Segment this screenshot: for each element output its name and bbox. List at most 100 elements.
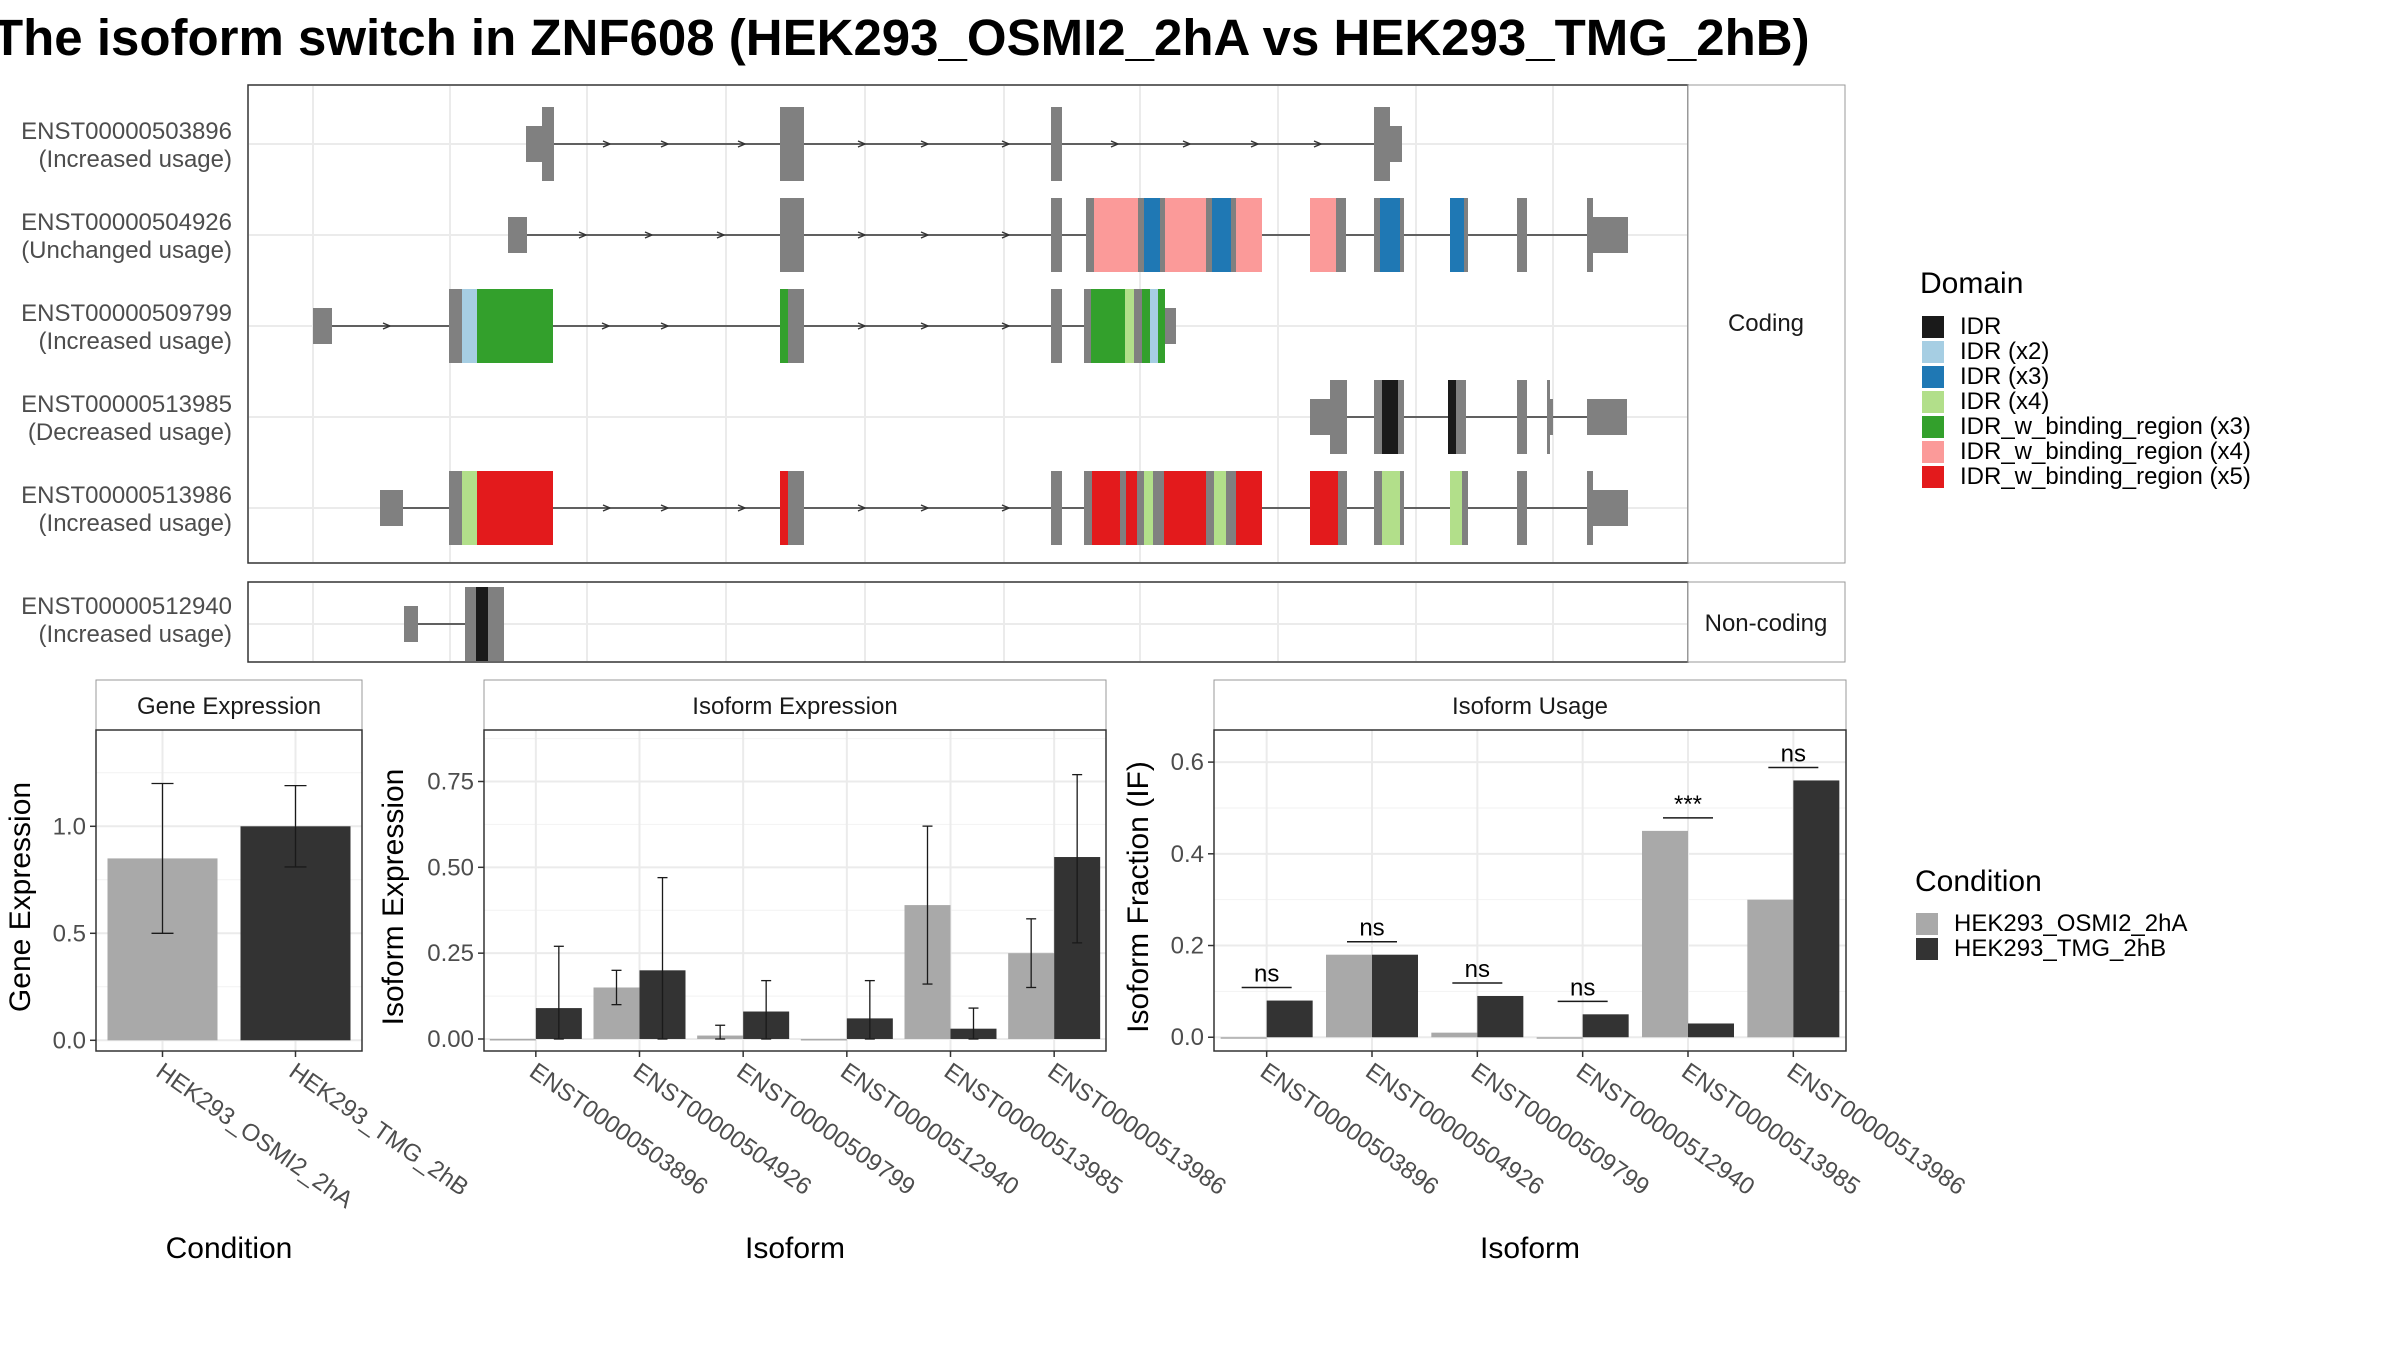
y-tick-label: 0.4: [1171, 841, 1204, 868]
domain-segment: [1214, 471, 1226, 545]
transcript-id-1: ENST00000503896: [21, 118, 232, 145]
domain-segment: [1382, 471, 1400, 545]
bar: [1582, 1014, 1629, 1038]
intron-direction-arrow: [660, 504, 670, 512]
coding-exon: [542, 107, 554, 181]
gene-expression-strip: [95, 679, 363, 731]
coding-exon: [1051, 107, 1062, 181]
x-tick-label: ENST00000513986: [1043, 1058, 1231, 1201]
intron-direction-arrow: [1182, 140, 1192, 148]
domain-segment: [1125, 289, 1134, 363]
y-tick-label: 0.75: [427, 768, 474, 795]
domain-segment: [477, 471, 493, 545]
domain-segment: [1310, 471, 1338, 545]
intron-direction-arrow: [1110, 140, 1120, 148]
domain-segment: [462, 471, 477, 545]
transcript-structure-panel: Coding Non-coding ENST00000503896 (Incre…: [21, 84, 1846, 663]
intron-direction-arrow: [1250, 140, 1260, 148]
transcript-labels: ENST00000503896 (Increased usage) ENST00…: [21, 118, 232, 648]
isoform-expression-strip: [483, 679, 1107, 731]
utr-exon: [1390, 126, 1402, 162]
significance-label: ns: [1465, 956, 1490, 983]
bar: [1477, 995, 1524, 1038]
x-tick-label: ENST00000512940: [1571, 1058, 1759, 1201]
isoform-usage-title: Isoform Usage: [1452, 693, 1608, 720]
utr-exon: [313, 308, 332, 344]
utr-exon: [380, 490, 403, 526]
bar: [1431, 1032, 1478, 1038]
domain-segment: [477, 289, 493, 363]
transcript-id-4: ENST00000513985: [21, 391, 232, 418]
domain-segment: [1382, 380, 1398, 454]
utr-exon: [1593, 490, 1628, 526]
domain-segment: [493, 471, 553, 545]
intron-direction-arrow: [716, 231, 726, 239]
significance-label: ns: [1254, 961, 1279, 988]
utr-exon: [1587, 399, 1627, 435]
coding-exon: [449, 471, 462, 545]
coding-exon: [1587, 471, 1593, 545]
coding-exon: [1587, 198, 1593, 272]
coding-exon: [1338, 471, 1347, 545]
transcript-note-6: (Increased usage): [39, 621, 232, 648]
coding-exon: [1160, 198, 1165, 272]
condition-legend-label: HEK293_TMG_2hB: [1954, 935, 2166, 962]
condition-legend-title: Condition: [1915, 865, 2042, 898]
domain-segment: [1150, 289, 1158, 363]
domain-legend-key: [1922, 316, 1944, 338]
intron-direction-arrow: [857, 322, 867, 330]
coding-exon: [1398, 380, 1404, 454]
domain-legend-key: [1922, 416, 1944, 438]
coding-exon: [1464, 198, 1468, 272]
plot-frame: [95, 729, 363, 1052]
domain-segment: [476, 587, 488, 661]
coding-exon: [788, 289, 804, 363]
coding-exon: [1206, 471, 1214, 545]
isoform-expression-title: Isoform Expression: [692, 693, 897, 720]
plot-frame: [483, 729, 1107, 1052]
intron-direction-arrow: [920, 322, 930, 330]
domain-legend-label: IDR (x4): [1960, 388, 2049, 415]
x-tick-label: ENST00000509799: [1466, 1058, 1654, 1201]
coding-exon: [1456, 380, 1466, 454]
intron-direction-arrow: [1001, 322, 1011, 330]
domain-segment: [1448, 380, 1456, 454]
intron-direction-arrow: [578, 231, 588, 239]
gene-expression-title: Gene Expression: [137, 693, 321, 720]
bar: [800, 1038, 847, 1041]
utr-exon: [404, 606, 418, 642]
significance-label: ns: [1781, 740, 1806, 767]
transcript-note-4: (Decreased usage): [28, 419, 232, 446]
condition-legend-key: [1916, 913, 1938, 935]
domain-legend-label: IDR (x2): [1960, 338, 2049, 365]
bar: [1747, 899, 1794, 1038]
intron-direction-arrow: [601, 322, 611, 330]
transcript-id-5: ENST00000513986: [21, 482, 232, 509]
coding-exon: [1153, 471, 1164, 545]
domain-legend-label: IDR_w_binding_region (x3): [1960, 413, 2251, 440]
coding-exon: [1517, 380, 1527, 454]
domain-legend-label: IDR_w_binding_region (x4): [1960, 438, 2251, 465]
x-tick-label: ENST00000504926: [1361, 1058, 1549, 1201]
coding-exon: [1400, 198, 1404, 272]
coding-exon: [1084, 471, 1092, 545]
figure-title: The isoform switch in ZNF608 (HEK293_OSM…: [0, 9, 1810, 66]
isoform-usage-strip: [1213, 679, 1847, 731]
y-tick-label: 0.0: [1171, 1024, 1204, 1051]
domain-segment: [1094, 198, 1138, 272]
y-tick-label: 1.0: [53, 813, 86, 840]
y-tick-label: 0.50: [427, 854, 474, 881]
coding-exon: [1051, 289, 1062, 363]
bar: [489, 1038, 536, 1041]
bar: [1266, 1000, 1313, 1038]
intron-direction-arrow: [660, 322, 670, 330]
bar: [1220, 1037, 1267, 1039]
coding-exon: [1138, 198, 1144, 272]
domain-legend-label: IDR_w_binding_region (x5): [1960, 463, 2251, 490]
x-tick-label: ENST00000512940: [835, 1058, 1023, 1201]
domain-segment: [1144, 198, 1160, 272]
transcript-id-2: ENST00000504926: [21, 209, 232, 236]
transcript-note-5: (Increased usage): [39, 510, 232, 537]
